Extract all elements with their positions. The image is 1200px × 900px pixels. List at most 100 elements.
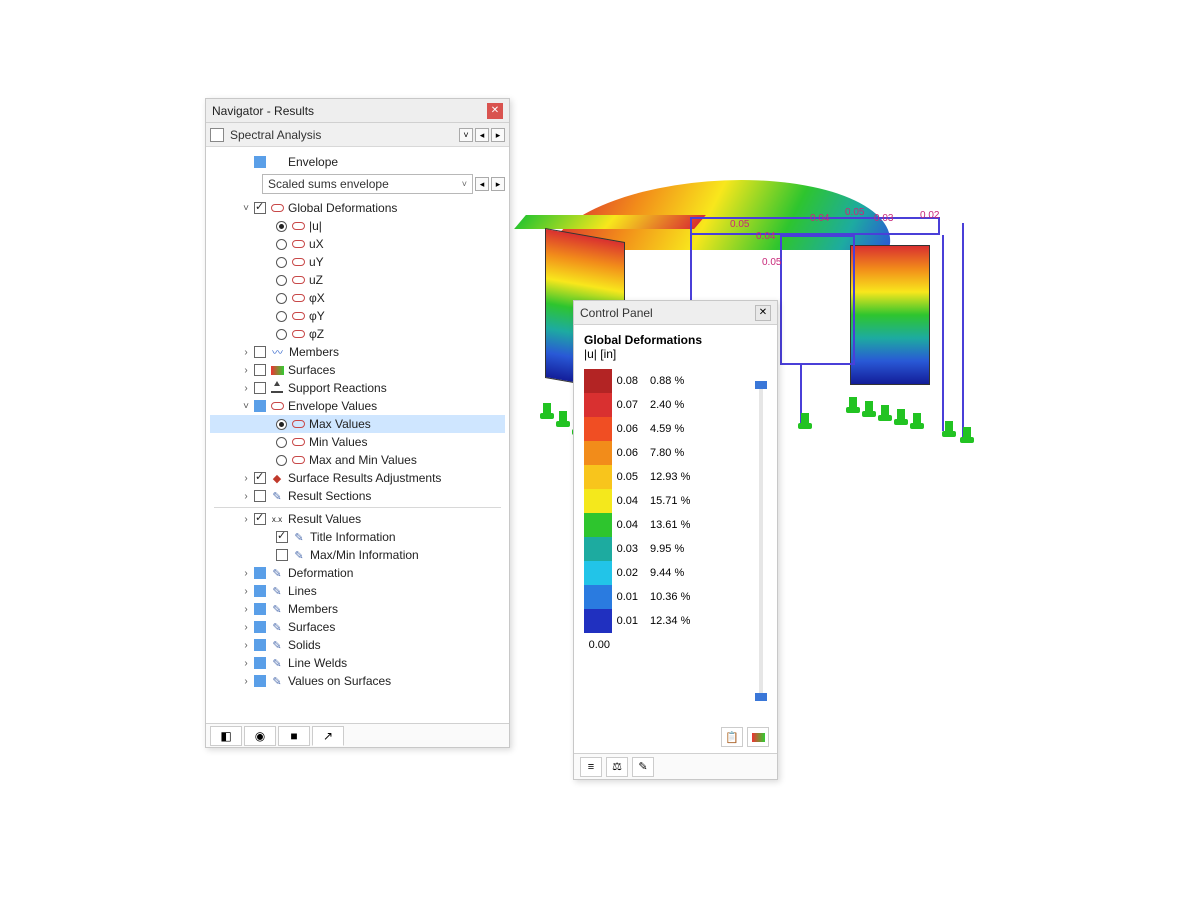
expand-icon[interactable]: ›	[240, 676, 252, 687]
radio[interactable]	[276, 437, 287, 448]
radio[interactable]	[276, 221, 287, 232]
legend-value: 0.06	[614, 441, 642, 465]
mode-prev-button[interactable]: ◂	[475, 128, 489, 142]
legend-slider-thumb-top[interactable]	[755, 381, 767, 389]
checkbox[interactable]	[254, 603, 266, 615]
legend-swatch	[584, 369, 612, 393]
radio[interactable]	[276, 293, 287, 304]
nav-tab[interactable]: ◧	[210, 726, 242, 746]
checkbox[interactable]	[254, 364, 266, 376]
tree-item-label: Envelope	[286, 155, 338, 169]
clipboard-icon[interactable]: 📋	[721, 727, 743, 747]
tree-item[interactable]: Max and Min Values	[210, 451, 505, 469]
checkbox[interactable]	[254, 621, 266, 633]
expand-icon[interactable]: ›	[240, 568, 252, 579]
radio[interactable]	[276, 275, 287, 286]
tree-item[interactable]: ›✎Deformation	[210, 564, 505, 582]
tree-item[interactable]: ˅Envelope Values	[210, 397, 505, 415]
tree-item[interactable]: ›Support Reactions	[210, 379, 505, 397]
expand-icon[interactable]: ›	[240, 514, 252, 525]
checkbox[interactable]	[254, 472, 266, 484]
tree-item[interactable]: ›✎Members	[210, 600, 505, 618]
expand-icon[interactable]: ›	[240, 383, 252, 394]
expand-icon[interactable]: ›	[240, 365, 252, 376]
tab-dropper-icon[interactable]: ✎	[632, 757, 654, 777]
tab-list-icon[interactable]: ≡	[580, 757, 602, 777]
expand-icon[interactable]: ›	[240, 586, 252, 597]
legend-slider-track[interactable]	[759, 383, 763, 697]
expand-icon[interactable]: ›	[240, 473, 252, 484]
tree-item[interactable]: ›〰Members	[210, 343, 505, 361]
tree-item[interactable]: Envelope	[210, 153, 505, 171]
radio[interactable]	[276, 311, 287, 322]
expand-icon[interactable]: ›	[240, 347, 252, 358]
tree-item[interactable]: ✎Title Information	[210, 528, 505, 546]
tree-item[interactable]: ›✎Surfaces	[210, 618, 505, 636]
tree-item[interactable]: ›✎Line Welds	[210, 654, 505, 672]
close-icon[interactable]: ✕	[487, 103, 503, 119]
nav-tab[interactable]: ◉	[244, 726, 276, 746]
expand-icon[interactable]: ˅	[240, 401, 252, 412]
tree-item[interactable]: φX	[210, 289, 505, 307]
expand-icon[interactable]: ›	[240, 604, 252, 615]
tab-balance-icon[interactable]: ⚖	[606, 757, 628, 777]
nav-tab[interactable]: ↗	[312, 726, 344, 746]
tree-item-label: Members	[286, 602, 338, 616]
radio[interactable]	[276, 455, 287, 466]
tree-item[interactable]: uY	[210, 253, 505, 271]
expand-icon[interactable]: ›	[240, 658, 252, 669]
checkbox[interactable]	[254, 639, 266, 651]
tree-item[interactable]: ›x.xResult Values	[210, 510, 505, 528]
navigator-titlebar[interactable]: Navigator - Results ✕	[206, 99, 509, 123]
tree-item-label: Line Welds	[286, 656, 347, 670]
tree-item[interactable]: ›✎Lines	[210, 582, 505, 600]
legend-percent: 0.88 %	[642, 369, 767, 393]
checkbox[interactable]	[254, 490, 266, 502]
control-panel-titlebar[interactable]: Control Panel ✕	[574, 301, 777, 325]
tree-item[interactable]: ›◆Surface Results Adjustments	[210, 469, 505, 487]
close-icon[interactable]: ✕	[755, 305, 771, 321]
tree-item[interactable]: uX	[210, 235, 505, 253]
next-button[interactable]: ▸	[491, 177, 505, 191]
tree-item[interactable]: ›✎Solids	[210, 636, 505, 654]
expand-icon[interactable]: ›	[240, 491, 252, 502]
prev-button[interactable]: ◂	[475, 177, 489, 191]
tree-item[interactable]: ›✎Result Sections	[210, 487, 505, 505]
tree-item[interactable]: φY	[210, 307, 505, 325]
expand-icon[interactable]: ›	[240, 622, 252, 633]
envelope-dropdown[interactable]: Scaled sums envelope˅	[262, 174, 473, 194]
radio[interactable]	[276, 239, 287, 250]
tree-item[interactable]: ✎Max/Min Information	[210, 546, 505, 564]
legend-edit-icon[interactable]	[747, 727, 769, 747]
legend-slider-thumb-bottom[interactable]	[755, 693, 767, 701]
tree-item[interactable]: Max Values	[210, 415, 505, 433]
checkbox[interactable]	[254, 513, 266, 525]
nav-tab[interactable]: ■	[278, 726, 310, 746]
checkbox[interactable]	[276, 549, 288, 561]
checkbox[interactable]	[254, 585, 266, 597]
tree-item[interactable]: φZ	[210, 325, 505, 343]
checkbox[interactable]	[254, 156, 266, 168]
tree-item[interactable]: Min Values	[210, 433, 505, 451]
radio[interactable]	[276, 329, 287, 340]
radio[interactable]	[276, 419, 287, 430]
checkbox[interactable]	[254, 675, 266, 687]
tree-item[interactable]: |u|	[210, 217, 505, 235]
mode-dropdown-icon[interactable]: ˅	[459, 128, 473, 142]
radio[interactable]	[276, 257, 287, 268]
tree-item[interactable]: ›Surfaces	[210, 361, 505, 379]
checkbox[interactable]	[276, 531, 288, 543]
expand-icon[interactable]: ›	[240, 640, 252, 651]
legend-swatch	[584, 489, 612, 513]
checkbox[interactable]	[254, 346, 266, 358]
checkbox[interactable]	[254, 202, 266, 214]
expand-icon[interactable]: ˅	[240, 203, 252, 214]
tree-item[interactable]: ›✎Values on Surfaces	[210, 672, 505, 690]
tree-item[interactable]: uZ	[210, 271, 505, 289]
checkbox[interactable]	[254, 657, 266, 669]
tree-item[interactable]: ˅Global Deformations	[210, 199, 505, 217]
mode-next-button[interactable]: ▸	[491, 128, 505, 142]
checkbox[interactable]	[254, 400, 266, 412]
checkbox[interactable]	[254, 382, 266, 394]
checkbox[interactable]	[254, 567, 266, 579]
